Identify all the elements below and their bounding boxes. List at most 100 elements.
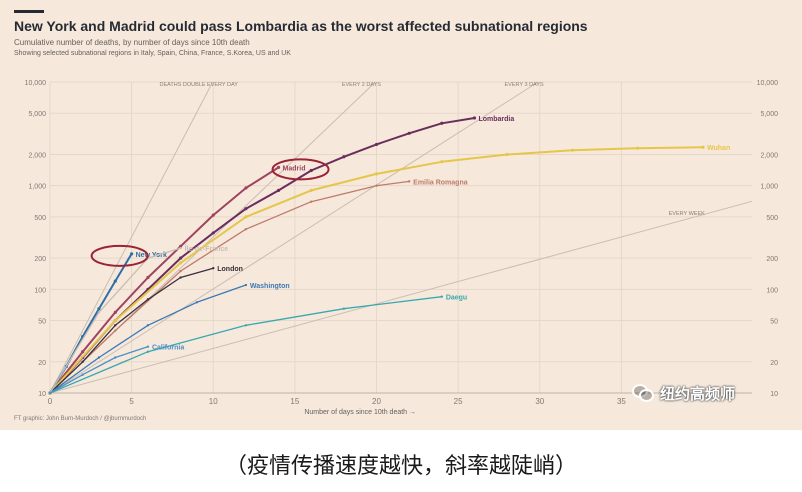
data-point [701,145,705,149]
chart-subtitle-2: Showing selected subnational regions in … [14,50,291,57]
y-tick-label-left: 50 [38,319,46,326]
x-tick-label: 30 [535,397,544,406]
x-tick-label: 15 [290,397,299,406]
data-point [146,298,150,301]
data-point [114,329,117,332]
reference-line-label: EVERY WEEK [669,211,706,217]
y-tick-label-right: 200 [766,256,778,263]
series-line [49,166,280,394]
data-point [244,324,248,327]
series-label: Île-de-France [184,244,229,253]
y-tick-label-left: 10,000 [25,80,47,87]
data-point [179,276,182,279]
highlight-ring [271,158,330,181]
data-point [179,261,183,265]
x-tick-label: 25 [454,397,463,406]
data-point [570,148,575,152]
data-point [179,269,182,273]
y-tick-label-right: 10,000 [757,80,779,87]
data-point [114,324,117,327]
series-label: New York [136,252,167,259]
data-point [505,152,509,157]
x-tick-label: 35 [617,397,626,406]
data-point [146,345,150,348]
series-line [49,117,475,394]
data-point [310,200,313,203]
data-point [440,295,444,298]
y-tick-label-right: 20 [770,360,778,367]
data-point [244,228,248,231]
data-point [48,391,52,395]
y-tick-label-left: 200 [34,256,46,263]
data-point [211,213,215,217]
x-tick-label: 5 [129,397,134,406]
y-tick-label-right: 2,000 [760,152,778,159]
data-point [81,373,84,376]
y-tick-label-left: 20 [38,360,46,367]
data-point [113,279,117,283]
ft-accent-bar [14,10,44,13]
y-tick-label-left: 100 [34,287,46,294]
y-tick-label-right: 1,000 [760,184,778,191]
data-point [472,116,477,120]
data-point [130,252,134,256]
data-point [81,360,84,363]
series-line [49,267,214,394]
data-point [636,146,640,150]
data-point [244,283,248,287]
data-point [211,231,215,235]
x-axis-label: Number of days since 10th death → [304,409,416,416]
data-point [146,324,150,327]
wechat-icon [632,384,654,402]
data-point [342,307,346,310]
data-point [97,356,101,359]
y-tick-label-right: 5,000 [760,111,778,118]
reference-line-label: EVERY 3 DAYS [505,82,544,88]
data-point [179,244,183,248]
data-point [179,256,183,260]
data-point [212,266,215,270]
series-line [49,180,410,394]
data-point [146,275,150,280]
x-tick-label: 0 [48,397,53,406]
y-tick-label-left: 10 [38,391,46,398]
data-point [309,188,313,193]
reference-line-label: EVERY 2 DAYS [342,82,381,88]
data-point [113,318,117,323]
image-caption: （疫情传播速度越快，斜率越陡峭） [224,454,577,479]
data-point [244,186,248,190]
data-point [97,307,101,311]
y-tick-label-right: 100 [766,287,778,294]
y-tick-label-right: 50 [770,319,778,326]
series-label: Lombardia [478,116,514,123]
data-point [374,142,379,147]
y-tick-label-right: 10 [770,391,778,398]
data-point [179,246,182,250]
series-line [49,247,181,394]
series-label: Madrid [283,165,306,172]
data-point [81,350,85,354]
y-tick-label-left: 1,000 [28,184,46,191]
series-label: Washington [250,283,290,290]
data-point [113,310,117,314]
data-point [440,160,444,164]
reference-line-label: DEATHS DOUBLE EVERY DAY [159,82,238,88]
data-point [244,207,248,211]
highlight-ring [90,244,149,267]
reference-line [49,81,539,394]
series-label: Wuhan [707,145,730,152]
data-point [407,131,411,135]
reference-line [49,81,214,394]
y-tick-label-left: 500 [34,215,46,222]
data-point [244,215,248,219]
reference-line [49,200,753,394]
data-point [97,311,101,314]
source-note: FT graphic: John Burn-Murdoch / @jburnmu… [14,416,147,422]
series-line [49,296,442,394]
data-point [374,172,379,176]
data-point [276,165,281,170]
series-label: California [152,345,184,352]
data-point [195,301,199,304]
series-label: Daegu [446,295,467,302]
